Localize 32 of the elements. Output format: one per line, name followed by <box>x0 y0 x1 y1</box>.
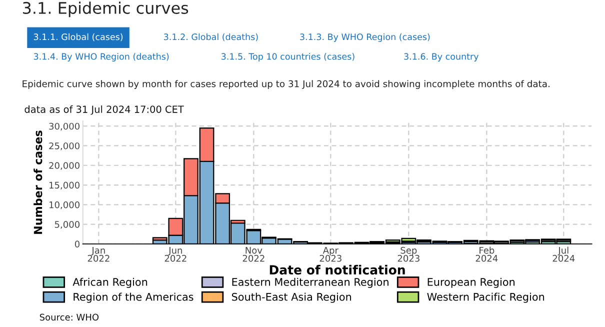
y-tick-label: 0 <box>74 240 80 248</box>
y-tick-label: 5,000 <box>54 221 80 229</box>
x-tick-label: Jun 2022 <box>164 247 186 262</box>
legend-label: European Region <box>428 278 515 288</box>
text: 3.1.2. Global (deaths) <box>164 33 258 42</box>
y-axis-title: Number of cases <box>34 130 42 234</box>
x-tick-label: Nov 2022 <box>242 247 264 262</box>
text: 3.1.3. By WHO Region (cases) <box>300 33 430 42</box>
x-tick-label: Feb 2024 <box>476 246 498 262</box>
chart-subtitle: Epidemic curve shown by month for cases reported up to 31 Jul 2024 to avoid showing incomplete months of data. <box>22 80 550 89</box>
y-tick-label: 20,000 <box>49 162 80 170</box>
chart-title: 3.1. Epidemic curves <box>23 2 188 18</box>
text: 3.1.5. Top 10 countries (cases) <box>221 52 354 62</box>
x-tick-label: Jan 2022 <box>88 247 110 262</box>
y-tick-label: 30,000 <box>49 122 80 131</box>
legend-label: South-East Asia Region <box>232 292 352 303</box>
x-tick-label: Sep 2023 <box>398 246 420 262</box>
legend-label: Eastern Mediterranean Region <box>232 278 388 288</box>
source-note: Source: WHO <box>40 314 99 321</box>
x-tick-label: Jul 2024 <box>552 246 575 262</box>
text: 3.1.6. By country <box>404 53 479 62</box>
x-axis-title: Date of notification <box>270 264 405 275</box>
y-tick-label: 10,000 <box>50 201 80 210</box>
legend-label: Region of the Americas <box>74 292 194 303</box>
x-tick-label: Apr 2023 <box>320 247 342 262</box>
text: 3.1.1. Global (cases) <box>34 33 123 42</box>
text: 3.1.4. By WHO Region (deaths) <box>34 52 169 62</box>
legend-label: Western Pacific Region <box>427 292 544 303</box>
y-tick-label: 15,000 <box>50 182 80 190</box>
text: data as of 31 Jul 2024 17:00 CET <box>24 105 184 115</box>
y-tick-label: 25,000 <box>49 142 80 150</box>
legend-label: African Region <box>72 278 148 288</box>
